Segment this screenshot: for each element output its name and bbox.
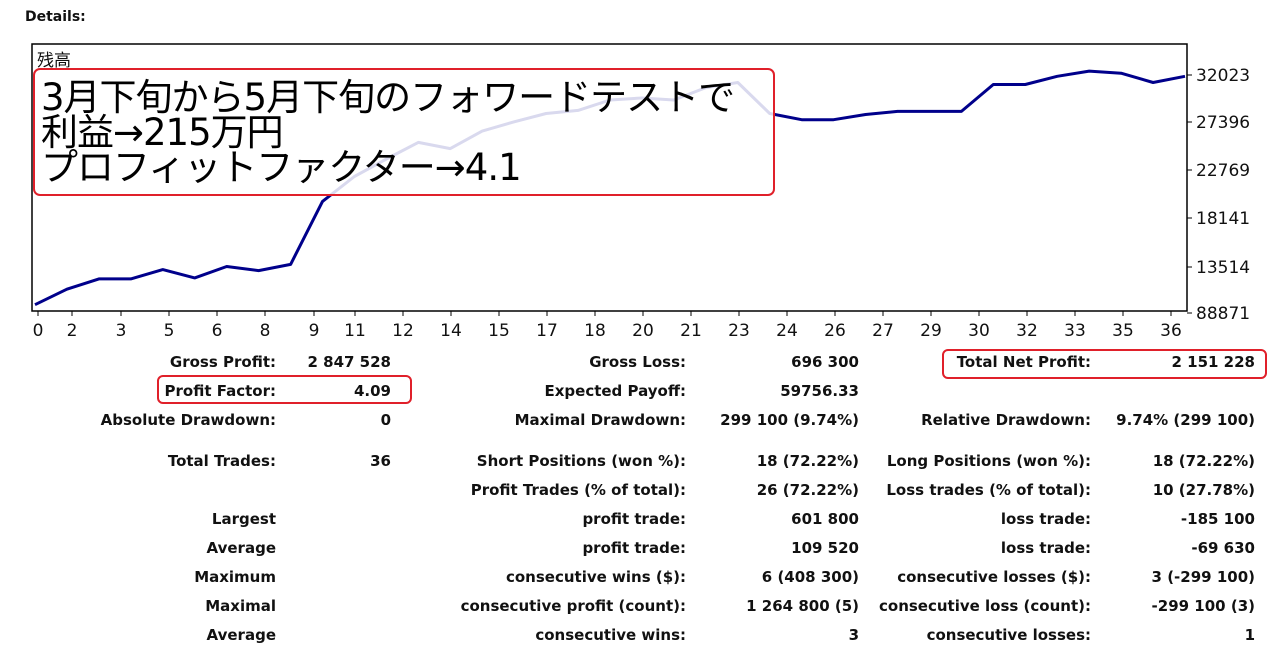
x-tick-label: 24 xyxy=(776,321,798,341)
y-axis-label: 残高 xyxy=(37,51,71,71)
max-consec-wins-value: 6 (408 300) xyxy=(761,568,859,586)
maximum-label: Maximum xyxy=(194,568,276,586)
long-positions-value: 18 (72.22%) xyxy=(1152,452,1255,470)
x-tick-label: 32 xyxy=(1016,321,1038,341)
x-tick-label: 26 xyxy=(824,321,846,341)
maximal-consec-loss-value: -299 100 (3) xyxy=(1151,597,1255,615)
x-tick-label: 20 xyxy=(632,321,654,341)
total-net-profit-value: 2 151 228 xyxy=(1171,353,1255,371)
maximal-drawdown-value: 299 100 (9.74%) xyxy=(720,411,859,429)
x-tick-label: 23 xyxy=(728,321,750,341)
total-net-profit-label: Total Net Profit: xyxy=(956,353,1091,371)
long-positions-label: Long Positions (won %): xyxy=(886,452,1091,470)
x-tick-label: 21 xyxy=(680,321,702,341)
average2-label: Average xyxy=(206,626,276,644)
average-loss-value: -69 630 xyxy=(1191,539,1255,557)
x-tick-label: 14 xyxy=(440,321,462,341)
x-tick-label: 12 xyxy=(392,321,414,341)
gross-loss-label: Gross Loss: xyxy=(589,353,686,371)
average-label: Average xyxy=(206,539,276,557)
maximal-consec-profit-label: consecutive profit (count): xyxy=(460,597,686,615)
annotation-line-3: プロフィットファクター→4.1 xyxy=(41,146,522,189)
x-tick-label: 33 xyxy=(1064,321,1086,341)
largest-label: Largest xyxy=(211,510,276,528)
x-tick-label: 8 xyxy=(260,321,271,341)
max-consec-losses-value: 3 (-299 100) xyxy=(1151,568,1255,586)
absolute-drawdown-label: Absolute Drawdown: xyxy=(100,411,276,429)
largest-loss-value: -185 100 xyxy=(1180,510,1255,528)
total-trades-label: Total Trades: xyxy=(167,452,276,470)
largest-profit-label: profit trade: xyxy=(582,510,686,528)
y-tick-label: 32023 xyxy=(1196,66,1250,86)
maximal-label: Maximal xyxy=(205,597,276,615)
max-consec-wins-label: consecutive wins ($): xyxy=(505,568,686,586)
average-profit-value: 109 520 xyxy=(791,539,859,557)
x-tick-label: 30 xyxy=(968,321,990,341)
largest-loss-label: loss trade: xyxy=(1000,510,1091,528)
avg-consec-wins-value: 3 xyxy=(848,626,859,644)
largest-profit-value: 601 800 xyxy=(791,510,859,528)
average-profit-label: profit trade: xyxy=(582,539,686,557)
x-tick-label: 6 xyxy=(212,321,223,341)
x-tick-label: 27 xyxy=(872,321,894,341)
annotation-line-1: 3月下旬から5月下旬のフォワードテストで xyxy=(41,76,735,119)
gross-profit-value: 2 847 528 xyxy=(307,353,391,371)
gross-profit-label: Gross Profit: xyxy=(169,353,276,371)
gross-loss-value: 696 300 xyxy=(791,353,859,371)
loss-trades-label: Loss trades (% of total): xyxy=(886,481,1091,499)
x-tick-label: 2 xyxy=(67,321,78,341)
avg-consec-wins-label: consecutive wins: xyxy=(535,626,686,644)
details-title: Details: xyxy=(25,9,86,25)
relative-drawdown-label: Relative Drawdown: xyxy=(921,411,1091,429)
profit-trades-value: 26 (72.22%) xyxy=(756,481,859,499)
x-tick-label: 15 xyxy=(488,321,510,341)
maximal-drawdown-label: Maximal Drawdown: xyxy=(514,411,686,429)
max-consec-losses-label: consecutive losses ($): xyxy=(897,568,1091,586)
x-tick-label: 11 xyxy=(344,321,366,341)
x-tick-label: 3 xyxy=(116,321,127,341)
x-tick-label: 36 xyxy=(1160,321,1182,341)
profit-factor-value: 4.09 xyxy=(353,382,391,400)
x-tick-label: 0 xyxy=(33,321,44,341)
profit-trades-label: Profit Trades (% of total): xyxy=(470,481,686,499)
y-tick-label: 22769 xyxy=(1196,161,1250,181)
x-tick-label: 5 xyxy=(164,321,175,341)
y-tick-label: 27396 xyxy=(1196,113,1250,133)
maximal-consec-profit-value: 1 264 800 (5) xyxy=(746,597,859,615)
avg-consec-losses-label: consecutive losses: xyxy=(926,626,1091,644)
profit-factor-highlight xyxy=(157,375,412,404)
x-tick-label: 17 xyxy=(536,321,558,341)
short-positions-label: Short Positions (won %): xyxy=(476,452,686,470)
relative-drawdown-value: 9.74% (299 100) xyxy=(1116,411,1255,429)
x-tick-label: 29 xyxy=(920,321,942,341)
loss-trades-value: 10 (27.78%) xyxy=(1152,481,1255,499)
absolute-drawdown-value: 0 xyxy=(380,411,391,429)
net-profit-highlight xyxy=(942,349,1267,379)
y-tick-label: 13514 xyxy=(1196,258,1250,278)
total-trades-value: 36 xyxy=(370,452,391,470)
expected-payoff-value: 59756.33 xyxy=(780,382,859,400)
x-tick-label: 9 xyxy=(309,321,320,341)
annotation-box: 3月下旬から5月下旬のフォワードテストで 利益→215万円 プロフィットファクタ… xyxy=(33,68,775,196)
expected-payoff-label: Expected Payoff: xyxy=(544,382,686,400)
maximal-consec-loss-label: consecutive loss (count): xyxy=(879,597,1091,615)
profit-factor-label: Profit Factor: xyxy=(164,382,276,400)
y-tick-label: 18141 xyxy=(1196,209,1250,229)
y-tick-label: 88871 xyxy=(1196,304,1250,324)
x-tick-label: 35 xyxy=(1112,321,1134,341)
avg-consec-losses-value: 1 xyxy=(1244,626,1255,644)
x-tick-label: 18 xyxy=(584,321,606,341)
short-positions-value: 18 (72.22%) xyxy=(756,452,859,470)
average-loss-label: loss trade: xyxy=(1000,539,1091,557)
annotation-line-2: 利益→215万円 xyxy=(41,111,284,154)
